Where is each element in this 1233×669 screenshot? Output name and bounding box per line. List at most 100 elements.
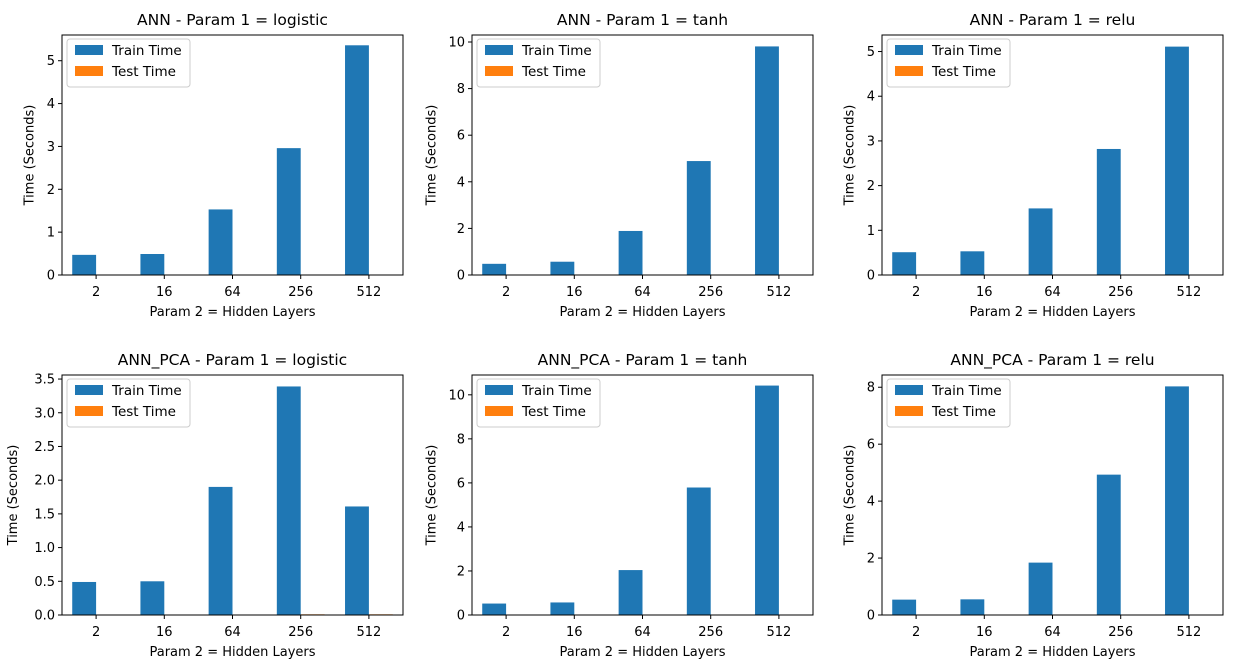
chart-title: ANN_PCA - Param 1 = relu <box>950 351 1154 370</box>
x-tick-label: 64 <box>634 285 651 300</box>
x-tick-label: 16 <box>976 285 993 300</box>
legend-swatch-test <box>895 66 923 76</box>
legend-label-test: Test Time <box>111 64 176 80</box>
train-bar-64 <box>208 209 233 275</box>
x-tick-label: 256 <box>1108 625 1133 640</box>
y-tick-label: 0 <box>47 269 55 284</box>
chart-title: ANN_PCA - Param 1 = logistic <box>118 351 347 370</box>
y-axis-label: Time (Seconds) <box>843 105 858 207</box>
train-bar-64 <box>618 230 643 275</box>
train-bar-64 <box>1028 208 1053 275</box>
train-bar-512 <box>755 46 779 275</box>
x-tick-label: 16 <box>156 285 173 300</box>
y-tick-label: 4 <box>457 520 465 535</box>
x-tick-label: 256 <box>698 625 723 640</box>
x-tick-label: 256 <box>1108 285 1133 300</box>
legend: Train Time Test Time <box>66 38 191 88</box>
y-tick-label: 3.5 <box>34 373 55 388</box>
x-tick-label: 2 <box>912 285 920 300</box>
train-bar-512 <box>1165 386 1189 615</box>
legend-label-train: Train Time <box>111 383 182 399</box>
legend-swatch-train <box>485 45 513 55</box>
train-bar-256 <box>1096 474 1121 615</box>
legend: Train Time Test Time <box>476 38 601 88</box>
train-bar-2 <box>482 263 507 275</box>
x-tick-label: 64 <box>224 625 241 640</box>
x-tick-label: 2 <box>92 285 100 300</box>
x-tick-label: 2 <box>502 285 510 300</box>
x-tick-label: 256 <box>698 285 723 300</box>
x-tick-label: 16 <box>156 625 173 640</box>
x-tick-label: 256 <box>288 285 313 300</box>
legend-label-test: Test Time <box>931 64 996 80</box>
train-bar-256 <box>686 487 711 615</box>
subplot-6: 2 16 64 256 512 0 2 4 6 8 ANN_PCA - Param 1 = relu… <box>843 351 1224 660</box>
y-tick-label: 3 <box>867 134 875 149</box>
legend-swatch-train <box>895 45 923 55</box>
x-tick-label: 512 <box>356 285 381 300</box>
train-bar-64 <box>1028 562 1053 615</box>
train-bar-256 <box>276 386 301 615</box>
legend-label-train: Train Time <box>931 43 1002 59</box>
legend-label-test: Test Time <box>521 64 586 80</box>
chart-title: ANN_PCA - Param 1 = tanh <box>538 351 748 370</box>
y-tick-label: 0 <box>867 609 875 624</box>
x-tick-label: 64 <box>634 625 651 640</box>
y-axis-label: Time (Seconds) <box>843 445 858 547</box>
train-bar-2 <box>72 581 97 615</box>
y-tick-label: 10 <box>448 35 465 50</box>
x-axis-label: Param 2 = Hidden Layers <box>559 305 725 320</box>
legend-swatch-test <box>485 406 513 416</box>
subplot-2: 2 16 64 256 512 0 2 4 6 8 10 ANN - Param 1 = tanh Pa… <box>424 11 814 320</box>
x-tick-label: 512 <box>766 625 791 640</box>
train-bar-512 <box>1165 46 1189 276</box>
y-tick-label: 0 <box>457 609 465 624</box>
legend-swatch-test <box>75 66 103 76</box>
x-tick-label: 64 <box>224 285 241 300</box>
y-axis-label: Time (Seconds) <box>424 445 439 547</box>
legend-swatch-train <box>485 385 513 395</box>
chart-title: ANN - Param 1 = logistic <box>137 11 328 29</box>
x-axis-label: Param 2 = Hidden Layers <box>969 305 1135 320</box>
legend: Train Time Test Time <box>476 378 601 428</box>
legend-swatch-train <box>75 385 103 395</box>
y-axis-label: Time (Seconds) <box>6 445 21 547</box>
legend-swatch-test <box>75 406 103 416</box>
legend-swatch-train <box>895 385 923 395</box>
train-bar-16 <box>960 251 985 275</box>
y-tick-label: 3.0 <box>34 406 55 421</box>
train-bar-256 <box>686 161 711 275</box>
y-tick-label: 1.5 <box>34 507 55 522</box>
x-tick-label: 256 <box>288 625 313 640</box>
train-bar-256 <box>276 148 301 275</box>
legend-label-train: Train Time <box>521 383 592 399</box>
y-tick-label: 2.5 <box>34 440 55 455</box>
train-bar-2 <box>892 599 917 615</box>
train-bar-64 <box>618 570 643 615</box>
x-tick-label: 16 <box>976 625 993 640</box>
train-bar-2 <box>482 603 507 615</box>
train-bar-16 <box>140 254 165 275</box>
y-tick-label: 4 <box>47 97 55 112</box>
y-axis-label: Time (Seconds) <box>424 105 439 207</box>
x-tick-label: 2 <box>502 625 510 640</box>
y-tick-label: 4 <box>867 495 875 510</box>
y-tick-label: 2.0 <box>34 474 55 489</box>
x-tick-label: 64 <box>1044 625 1061 640</box>
y-tick-label: 4 <box>867 90 875 105</box>
y-tick-label: 2 <box>47 183 55 198</box>
x-tick-label: 2 <box>92 625 100 640</box>
y-tick-label: 6 <box>457 476 465 491</box>
y-tick-label: 8 <box>457 82 465 97</box>
x-tick-label: 512 <box>1176 285 1201 300</box>
legend: Train Time Test Time <box>886 38 1011 88</box>
train-bar-16 <box>550 602 575 615</box>
train-bar-512 <box>345 506 369 615</box>
x-axis-label: Param 2 = Hidden Layers <box>149 305 315 320</box>
subplot-1: 2 16 64 256 512 0 1 2 3 4 5 ANN - Param 1 = logisti… <box>23 11 404 320</box>
y-tick-label: 0.0 <box>34 609 55 624</box>
train-bar-16 <box>550 261 575 275</box>
x-axis-label: Param 2 = Hidden Layers <box>149 645 315 660</box>
y-tick-label: 2 <box>457 564 465 579</box>
